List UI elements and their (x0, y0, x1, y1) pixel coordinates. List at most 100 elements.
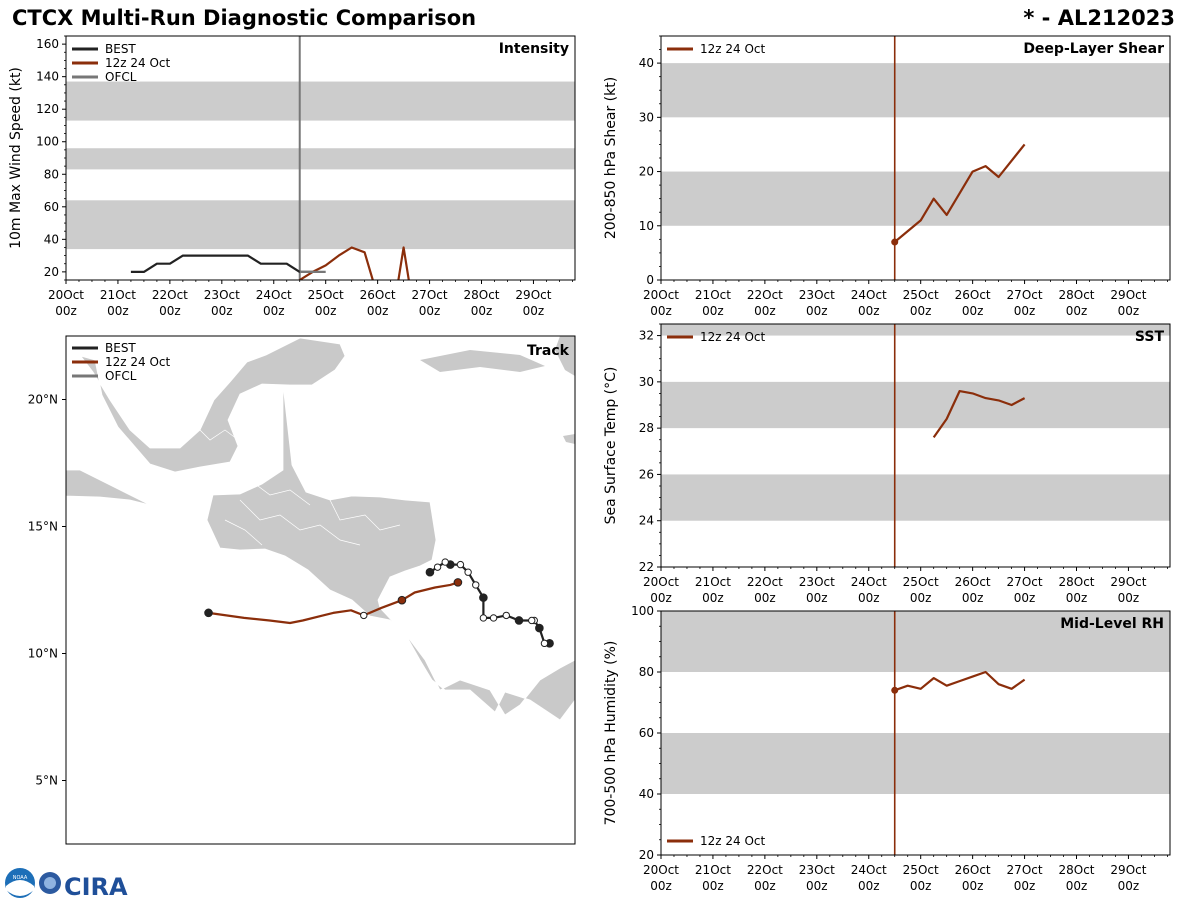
sst-xtick-hour: 00z (858, 591, 880, 605)
track-run-point (204, 608, 213, 618)
sst-xtick-hour: 00z (702, 591, 724, 605)
sst-frame (660, 323, 1171, 568)
rh-ylabel: 700-500 hPa Humidity (%) (603, 641, 619, 826)
sst-series-12z-24-oct (932, 390, 1026, 439)
sst-ytick-label: 32 (639, 329, 654, 343)
shear-ytick-label: 30 (639, 110, 654, 124)
rh-xtick-day: 24Oct (851, 863, 887, 877)
sst-xtick-day: 25Oct (903, 575, 939, 589)
shear-series-12z-24-oct (893, 143, 1026, 243)
track-lat-label: 20°N (28, 393, 58, 407)
shear-xtick-day: 29Oct (1110, 288, 1146, 302)
rh-legend-label: 12z 24 Oct (700, 834, 766, 848)
intensity-ytick-label: 60 (44, 200, 59, 214)
intensity-legend-label: OFCL (105, 70, 137, 84)
intensity-xtick-hour: 00z (55, 304, 77, 318)
shear-xtick-hour: 00z (650, 304, 672, 318)
rh-init-point (891, 686, 899, 694)
rh-title: Mid-Level RH (1060, 616, 1164, 632)
shear-xtick-day: 24Oct (851, 288, 887, 302)
rh-xtick-hour: 00z (1118, 879, 1140, 893)
intensity-xtick-day: 22Oct (152, 288, 188, 302)
rh-xtick-hour: 00z (858, 879, 880, 893)
sst-ytick-label: 30 (639, 375, 654, 389)
intensity-xtick-hour: 00z (211, 304, 233, 318)
track-best-point (456, 560, 465, 569)
intensity-panel: 20 40 60 80 100 120 140 160 20Oct 00z 21Oct 00z 22Oc… (8, 35, 576, 318)
sst-xtick-hour: 00z (962, 591, 984, 605)
shear-band (661, 171, 1170, 226)
intensity-xtick-hour: 00z (523, 304, 545, 318)
noaa-logo: NOAA (5, 868, 35, 898)
intensity-title: Intensity (499, 41, 569, 57)
track-legend-label: OFCL (105, 369, 137, 383)
intensity-series-12z-24-oct (299, 246, 411, 280)
track-best-point (535, 623, 544, 633)
track-best-point (433, 563, 442, 571)
intensity-xtick-hour: 00z (263, 304, 285, 318)
rh-xtick-hour: 00z (806, 879, 828, 893)
intensity-xtick-day: 24Oct (256, 288, 292, 302)
track-run-point (453, 578, 463, 587)
rh-ytick-label: 60 (639, 726, 654, 740)
intensity-ytick-label: 160 (36, 37, 59, 51)
rh-xtick-hour: 00z (754, 879, 776, 893)
intensity-xtick-day: 29Oct (515, 288, 551, 302)
sst-xtick-hour: 00z (650, 591, 672, 605)
noaa-logo-text: NOAA (13, 875, 28, 881)
intensity-xtick-day: 28Oct (463, 288, 499, 302)
sst-band (661, 324, 1170, 336)
track-run-point (360, 611, 368, 620)
rh-xtick-hour: 00z (910, 879, 932, 893)
rh-ytick-label: 20 (639, 848, 654, 862)
intensity-ytick-label: 120 (36, 102, 59, 116)
shear-ylabel: 200-850 hPa Shear (kt) (603, 77, 619, 239)
track-best-point (479, 593, 488, 602)
shear-xtick-day: 21Oct (695, 288, 731, 302)
intensity-xtick-hour: 00z (367, 304, 389, 318)
sst-xtick-day: 20Oct (643, 575, 679, 589)
sst-xtick-day: 24Oct (851, 575, 887, 589)
shear-xtick-day: 28Oct (1058, 288, 1094, 302)
rh-xtick-hour: 00z (962, 879, 984, 893)
sst-ytick-label: 22 (639, 560, 654, 574)
sst-xtick-day: 28Oct (1058, 575, 1094, 589)
shear-ytick-label: 10 (639, 219, 654, 233)
sst-panel: 22 24 26 28 30 32 20Oct 00z 21Oct 00z 22Oct 00z 23Oc… (603, 323, 1171, 605)
intensity-xtick-hour: 00z (471, 304, 493, 318)
sst-band (661, 381, 1170, 429)
sst-xtick-day: 22Oct (747, 575, 783, 589)
track-best-point (441, 558, 449, 566)
track-best-point (489, 614, 498, 622)
intensity-xtick-day: 20Oct (48, 288, 84, 302)
sst-ylabel: Sea Surface Temp (°C) (603, 367, 619, 525)
intensity-xtick-day: 27Oct (412, 288, 448, 302)
intensity-xtick-day: 21Oct (100, 288, 136, 302)
cira-logo: CIRA (39, 872, 128, 900)
rh-xtick-day: 29Oct (1110, 863, 1146, 877)
shear-ytick-label: 20 (639, 165, 654, 179)
track-lat-label: 10°N (28, 647, 58, 661)
track-map-land (66, 336, 575, 721)
sst-xtick-day: 27Oct (1007, 575, 1043, 589)
intensity-ytick-label: 140 (36, 70, 59, 84)
rh-series-12z-24-oct (894, 670, 1026, 692)
rh-ytick-label: 40 (639, 787, 654, 801)
track-best-point (464, 568, 472, 576)
shear-xtick-day: 27Oct (1007, 288, 1043, 302)
figure-title: CTCX Multi-Run Diagnostic Comparison (12, 6, 477, 30)
shear-panel: 0 10 20 30 40 20Oct 00z 21Oct 00z 22Oct 00z 23Oct 00… (603, 35, 1171, 318)
intensity-band (66, 148, 575, 170)
track-best-point (502, 611, 510, 620)
shear-xtick-day: 25Oct (903, 288, 939, 302)
sst-ytick-label: 24 (639, 514, 654, 528)
sst-legend-label: 12z 24 Oct (700, 330, 766, 344)
sst-band (661, 474, 1170, 521)
shear-xtick-hour: 00z (1014, 304, 1036, 318)
intensity-xtick-hour: 00z (107, 304, 129, 318)
sst-xtick-day: 21Oct (695, 575, 731, 589)
shear-xtick-hour: 00z (1118, 304, 1140, 318)
sst-xtick-hour: 00z (754, 591, 776, 605)
